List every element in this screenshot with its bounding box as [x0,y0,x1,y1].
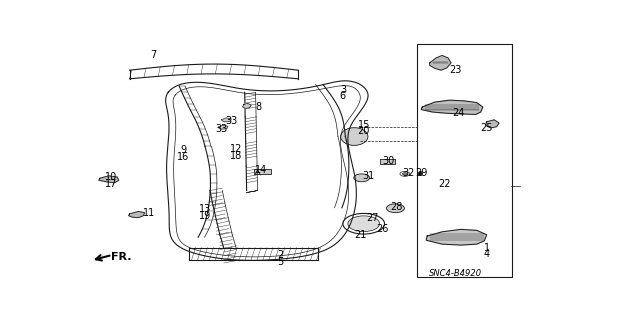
Text: 17: 17 [104,179,117,189]
Text: 23: 23 [449,65,461,75]
FancyBboxPatch shape [253,169,271,174]
Text: 2: 2 [276,250,283,260]
Polygon shape [99,176,118,183]
Text: 11: 11 [143,208,156,218]
Text: 24: 24 [452,108,464,118]
Text: 12: 12 [230,144,243,154]
Text: 6: 6 [340,92,346,101]
Text: 20: 20 [358,126,370,137]
Text: 25: 25 [481,123,493,133]
Text: 33: 33 [215,124,227,134]
Text: 16: 16 [177,152,189,162]
Circle shape [354,174,370,182]
Text: 27: 27 [366,213,379,223]
Text: 31: 31 [362,171,375,181]
Text: 3: 3 [340,85,346,95]
Text: 33: 33 [225,115,237,126]
Text: 14: 14 [255,166,267,175]
Polygon shape [243,103,251,108]
Text: 4: 4 [484,249,490,259]
Bar [417,44,511,277]
Polygon shape [129,211,145,218]
Text: 30: 30 [382,156,395,166]
Text: 21: 21 [354,230,367,240]
Text: 7: 7 [150,50,157,61]
Text: 8: 8 [255,102,262,112]
Text: 13: 13 [200,204,212,214]
Text: 28: 28 [390,202,403,211]
FancyBboxPatch shape [380,159,395,164]
Text: 32: 32 [402,168,415,178]
Text: SNC4-B4920: SNC4-B4920 [429,269,482,278]
Polygon shape [429,56,451,70]
Polygon shape [218,125,228,129]
Circle shape [348,216,380,232]
Ellipse shape [340,128,368,145]
Text: 15: 15 [358,120,370,130]
Circle shape [387,204,404,213]
Text: 29: 29 [415,168,428,178]
Text: 5: 5 [276,257,283,267]
Polygon shape [426,229,486,245]
Polygon shape [221,118,231,122]
Polygon shape [486,120,499,128]
Text: 9: 9 [180,145,186,155]
Polygon shape [421,100,483,115]
Text: 10: 10 [104,172,117,182]
Text: 19: 19 [200,211,212,221]
Circle shape [403,173,408,175]
Text: 18: 18 [230,151,243,161]
Text: 1: 1 [484,242,490,253]
Text: 22: 22 [438,179,451,189]
Text: FR.: FR. [111,252,131,263]
Text: 26: 26 [376,224,388,234]
